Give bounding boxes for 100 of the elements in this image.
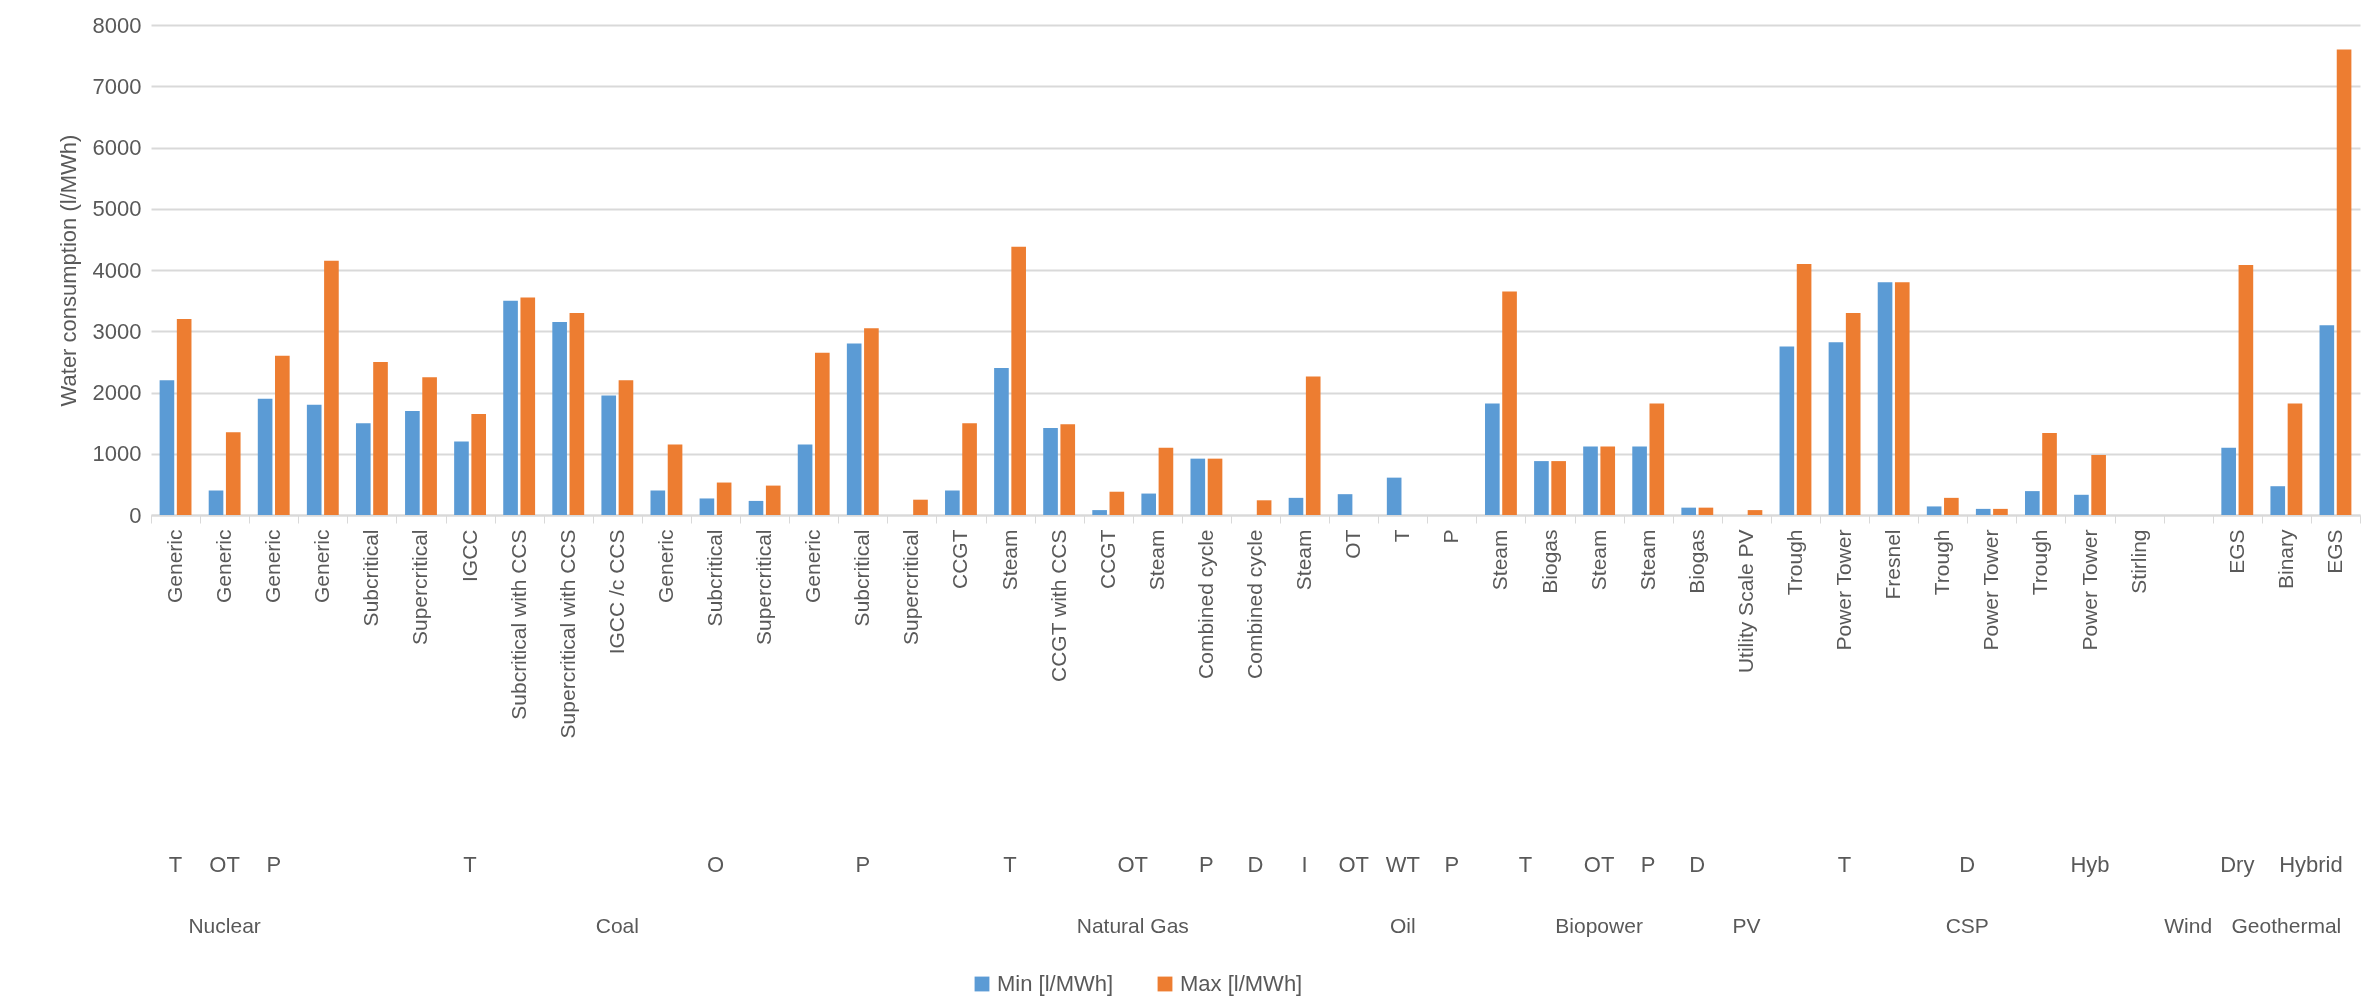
bar <box>945 490 960 515</box>
x-tick-label: Generic <box>653 529 677 604</box>
x-tick-label: Steam <box>1586 529 1610 591</box>
bar <box>1305 376 1321 515</box>
x-tick-label: Subcritical <box>359 529 383 627</box>
text: T <box>1837 852 1852 877</box>
x-tick-label: Generic <box>163 529 187 604</box>
bar <box>1141 493 1157 515</box>
bar <box>1926 506 1942 515</box>
bar <box>2074 494 2089 515</box>
bar <box>471 413 487 515</box>
bar <box>1632 446 1647 515</box>
y-axis-title: Water consumption (l/MWh) <box>55 134 81 407</box>
bar <box>1256 500 1272 515</box>
x-tick-label: IGCC <box>457 529 481 582</box>
bar <box>1779 346 1795 515</box>
y-tick-label: 1000 <box>92 441 142 467</box>
text: D <box>1247 852 1264 877</box>
bar <box>2238 265 2254 515</box>
bar <box>1551 461 1566 515</box>
bar <box>422 377 437 515</box>
text: Geothermal <box>2231 914 2342 937</box>
text: Coal <box>595 914 639 937</box>
bar <box>159 380 175 515</box>
bar <box>2221 447 2236 515</box>
x-tick-label: CCGT <box>1095 529 1119 589</box>
text: OT <box>1338 852 1369 877</box>
bar <box>1288 497 1304 515</box>
bar <box>846 343 862 515</box>
bar <box>2042 432 2057 515</box>
x-tick-label: Combined cycle <box>1193 529 1217 679</box>
x-tick-label: Power Tower <box>1832 529 1856 651</box>
bar <box>569 312 585 515</box>
x-tick-label: Generic <box>801 529 825 604</box>
bar <box>373 361 388 515</box>
x-tick-label: OT <box>1341 529 1365 559</box>
bar <box>257 398 273 515</box>
bar <box>208 490 224 515</box>
x-tick-label: T <box>1390 529 1414 543</box>
bar <box>2319 325 2335 515</box>
bar <box>1828 342 1844 515</box>
x-tick-label: Power Tower <box>2077 529 2101 651</box>
bar <box>765 485 781 515</box>
bar <box>1011 246 1026 515</box>
bar <box>1600 446 1616 515</box>
bar <box>1207 458 1223 515</box>
bar <box>913 499 928 515</box>
bar <box>503 300 518 515</box>
x-tick-label: Trough <box>1782 529 1806 596</box>
text: O <box>706 852 725 877</box>
x-tick-label: Combined cycle <box>1243 529 1266 679</box>
x-tick-label: Steam <box>997 529 1021 591</box>
bar <box>1845 312 1861 515</box>
text: I <box>1301 852 1308 877</box>
bar <box>355 423 371 515</box>
bar <box>1502 291 1517 515</box>
bar <box>650 490 666 515</box>
bar <box>1158 447 1174 515</box>
y-tick-label: 8000 <box>92 12 142 38</box>
y-tick-label: 6000 <box>92 135 142 160</box>
x-tick-label: Supercritical <box>408 529 432 646</box>
bar <box>1337 494 1353 515</box>
x-tick-label: Subcritical <box>850 529 874 627</box>
bar <box>1944 497 1959 515</box>
x-tick-label: Supercritical <box>899 529 923 646</box>
x-tick-label: CCGT with CCS <box>1046 529 1070 682</box>
bar <box>2287 403 2303 515</box>
x-tick-label: Subcritical with CCS <box>506 529 530 720</box>
bar <box>1975 508 1991 515</box>
bar <box>748 500 764 515</box>
bar <box>699 498 715 515</box>
bar <box>1092 510 1107 515</box>
bar <box>454 441 469 515</box>
bar <box>405 410 420 515</box>
text: P <box>266 852 282 877</box>
x-tick-label: Trough <box>1930 529 1954 596</box>
bar <box>716 482 732 515</box>
bar <box>1534 461 1549 515</box>
text: CSP <box>1945 914 1989 937</box>
bar <box>962 423 977 515</box>
bar <box>275 355 290 515</box>
bar <box>2091 454 2106 515</box>
x-tick-label: Subcritical <box>703 529 727 627</box>
bar <box>1043 428 1058 515</box>
text: P <box>1444 852 1460 877</box>
bar <box>2336 49 2352 515</box>
x-tick-label: IGCC /c CCS <box>604 529 628 655</box>
bar <box>814 352 830 515</box>
bar <box>1993 508 2008 515</box>
text: Hybrid <box>2279 852 2343 877</box>
text: P <box>855 852 871 877</box>
text: P <box>1199 852 1214 877</box>
text: T <box>168 852 183 877</box>
y-tick-label: 7000 <box>92 73 142 99</box>
bar <box>667 444 683 515</box>
bar <box>1894 282 1910 515</box>
bar <box>1796 263 1812 515</box>
text: Natural Gas <box>1076 914 1189 937</box>
x-tick-label: Biogas <box>1684 529 1708 594</box>
text: OT <box>209 852 240 877</box>
